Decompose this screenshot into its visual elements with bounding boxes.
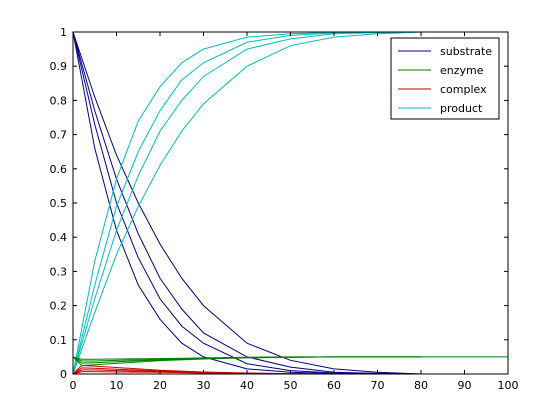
y-tick-label-9: 0.9 — [50, 60, 68, 73]
x-tick-label-3: 30 — [197, 379, 211, 392]
y-tick-label-10: 1 — [60, 26, 67, 39]
x-tick-label-5: 50 — [284, 379, 298, 392]
y-tick-label-8: 0.8 — [50, 94, 68, 107]
series-line-substrate-1 — [72, 31, 422, 375]
y-tick-label-6: 0.6 — [50, 163, 68, 176]
series-line-product-5 — [72, 31, 422, 375]
series-line-product-7 — [72, 31, 422, 375]
legend-label-product: product — [440, 102, 483, 115]
legend-label-complex: complex — [440, 83, 487, 96]
x-tick-label-7: 70 — [371, 379, 385, 392]
series-line-substrate-2 — [72, 31, 422, 375]
ticks-layer: 0 10 20 30 40 50 60 70 80 90 100 0 0.1 0.2 0.3 0.4 0.5 0.… — [50, 26, 519, 392]
x-tick-label-9: 90 — [458, 379, 472, 392]
y-tick-label-5: 0.5 — [50, 197, 68, 210]
legend: substrate enzyme complex product — [390, 37, 500, 120]
series-line-product-6 — [72, 31, 422, 375]
y-tick-label-3: 0.3 — [50, 265, 68, 278]
x-tick-label-6: 60 — [327, 379, 341, 392]
series-layer — [72, 31, 508, 375]
x-tick-label-8: 80 — [414, 379, 428, 392]
x-tick-label-0: 0 — [70, 379, 77, 392]
x-tick-label-1: 10 — [110, 379, 124, 392]
legend-label-enzyme: enzyme — [440, 64, 484, 77]
x-tick-label-4: 40 — [240, 379, 254, 392]
axes-box — [72, 31, 509, 375]
x-tick-label-10: 100 — [498, 379, 519, 392]
y-tick-label-7: 0.7 — [50, 129, 68, 142]
y-tick-label-1: 0.1 — [50, 334, 68, 347]
legend-label-substrate: substrate — [440, 45, 492, 58]
y-tick-label-0: 0 — [60, 368, 67, 381]
series-line-enzyme-12 — [72, 356, 421, 366]
x-tick-label-2: 20 — [153, 379, 167, 392]
series-line-substrate-3 — [72, 31, 422, 375]
y-tick-label-2: 0.2 — [50, 300, 68, 313]
y-tick-label-4: 0.4 — [50, 231, 68, 244]
